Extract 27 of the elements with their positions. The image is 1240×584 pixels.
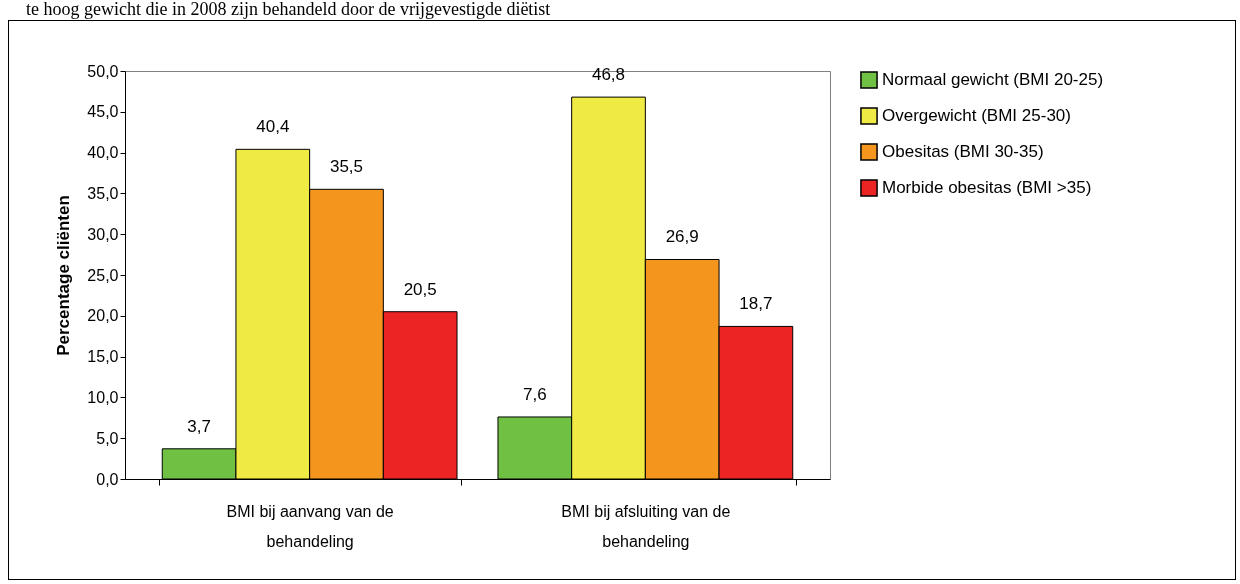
y-axis-title: Percentage cliënten	[54, 195, 74, 356]
data-label: 46,8	[591, 65, 626, 85]
y-tick-label: 30,0	[87, 225, 119, 243]
legend-label: Normaal gewicht (BMI 20-25)	[882, 70, 1104, 89]
y-tick-label: 50,0	[87, 62, 119, 80]
y-tick-label: 40,0	[87, 144, 119, 162]
data-label: 26,9	[665, 227, 699, 247]
y-tick-label: 15,0	[87, 348, 119, 366]
y-tick-label: 10,0	[87, 388, 119, 406]
data-label: 40,4	[256, 117, 290, 137]
data-label: 20,5	[403, 279, 437, 299]
y-tick-label: 0,0	[96, 470, 119, 488]
data-label: 18,7	[739, 294, 773, 314]
y-tick-label: 35,0	[87, 184, 119, 202]
y-tick-label: 20,0	[87, 307, 119, 325]
data-label: 3,7	[187, 416, 211, 436]
legend-label: Obesitas (BMI 30-35)	[882, 142, 1044, 161]
data-label: 35,5	[329, 157, 364, 177]
data-label: 7,6	[523, 384, 547, 404]
y-tick-label: 45,0	[87, 103, 119, 121]
x-tick-label: BMI bij afsluiting van de behandeling	[561, 502, 731, 550]
legend-label: Morbide obesitas (BMI >35)	[882, 178, 1092, 197]
chart-title: te hoog gewicht die in 2008 zijn behandeld door de vrijgevestigde diëtist	[26, 0, 552, 20]
x-tick-label: BMI bij aanvang van de behandeling	[226, 502, 394, 550]
y-tick-label: 25,0	[87, 266, 119, 284]
legend-label: Overgewicht (BMI 25-30)	[882, 106, 1071, 125]
y-tick-label: 5,0	[96, 429, 119, 447]
